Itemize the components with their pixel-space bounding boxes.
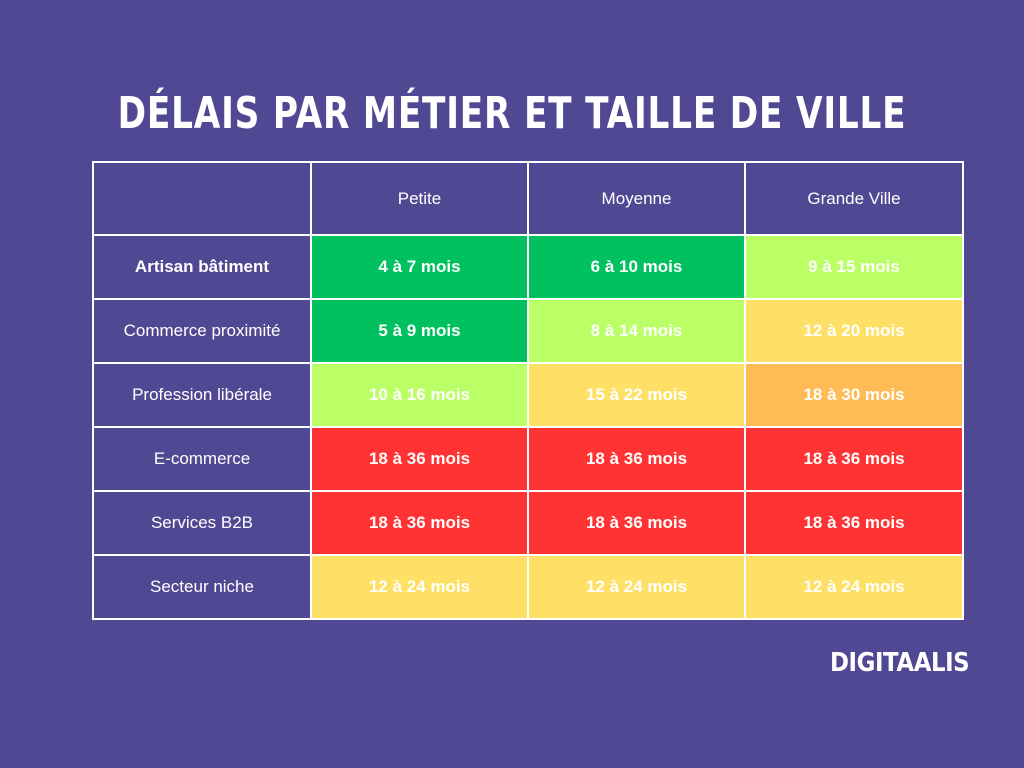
value-cell: 4 à 7 mois <box>310 234 529 300</box>
value-cell: 5 à 9 mois <box>310 298 529 364</box>
value-cell: 12 à 20 mois <box>744 298 964 364</box>
brand-logo: DIGITAALIS <box>830 648 970 678</box>
value-cell: 9 à 15 mois <box>744 234 964 300</box>
table-row: Artisan bâtiment 4 à 7 mois 6 à 10 mois … <box>92 234 964 300</box>
row-header: Secteur niche <box>92 554 312 620</box>
row-header: E-commerce <box>92 426 312 492</box>
value-cell: 12 à 24 mois <box>310 554 529 620</box>
value-cell: 12 à 24 mois <box>744 554 964 620</box>
column-header-grande-ville: Grande Ville <box>744 161 964 236</box>
table-row: Services B2B 18 à 36 mois 18 à 36 mois 1… <box>92 490 964 556</box>
table-header-row: Petite Moyenne Grande Ville <box>92 161 964 236</box>
value-cell: 8 à 14 mois <box>527 298 746 364</box>
value-cell: 15 à 22 mois <box>527 362 746 428</box>
value-cell: 18 à 36 mois <box>310 426 529 492</box>
delay-table: Petite Moyenne Grande Ville Artisan bâti… <box>92 161 964 620</box>
row-header: Profession libérale <box>92 362 312 428</box>
column-header-petite: Petite <box>310 161 529 236</box>
header-corner-cell <box>92 161 312 236</box>
page-title: DÉLAIS PAR MÉTIER ET TAILLE DE VILLE <box>117 88 907 139</box>
table-row: Commerce proximité 5 à 9 mois 8 à 14 moi… <box>92 298 964 364</box>
value-cell: 18 à 36 mois <box>310 490 529 556</box>
value-cell: 18 à 36 mois <box>527 490 746 556</box>
value-cell: 18 à 30 mois <box>744 362 964 428</box>
table-row: E-commerce 18 à 36 mois 18 à 36 mois 18 … <box>92 426 964 492</box>
value-cell: 12 à 24 mois <box>527 554 746 620</box>
row-header: Services B2B <box>92 490 312 556</box>
table-row: Secteur niche 12 à 24 mois 12 à 24 mois … <box>92 554 964 620</box>
value-cell: 18 à 36 mois <box>744 426 964 492</box>
value-cell: 18 à 36 mois <box>744 490 964 556</box>
value-cell: 10 à 16 mois <box>310 362 529 428</box>
column-header-moyenne: Moyenne <box>527 161 746 236</box>
row-header: Artisan bâtiment <box>92 234 312 300</box>
value-cell: 18 à 36 mois <box>527 426 746 492</box>
table-row: Profession libérale 10 à 16 mois 15 à 22… <box>92 362 964 428</box>
value-cell: 6 à 10 mois <box>527 234 746 300</box>
row-header: Commerce proximité <box>92 298 312 364</box>
